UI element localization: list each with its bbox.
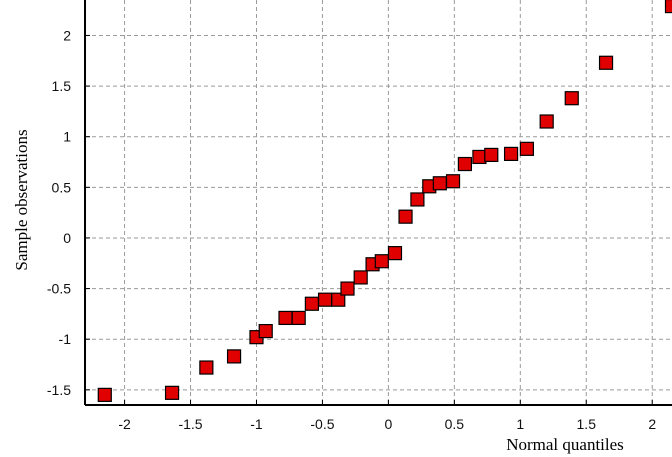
data-point xyxy=(503,146,519,161)
data-point xyxy=(598,55,614,70)
data-point xyxy=(410,192,425,207)
data-point xyxy=(226,349,242,364)
data-point xyxy=(519,141,534,156)
y-axis-title: Sample observations xyxy=(12,129,31,270)
data-point xyxy=(353,270,368,285)
data-point xyxy=(317,292,333,307)
x-tick-labels: -2 -1.5 -1 -0.5 0 0.5 1 1.5 2 xyxy=(118,416,656,432)
x-tick-label: 0 xyxy=(384,416,392,432)
data-point xyxy=(387,246,403,261)
data-point xyxy=(331,292,346,307)
data-point xyxy=(398,209,413,224)
y-tick-label: 0.5 xyxy=(52,179,72,195)
axes xyxy=(84,0,672,406)
data-point xyxy=(164,385,180,400)
x-tick-label: -0.5 xyxy=(310,416,334,432)
x-tick-label: 2 xyxy=(648,416,656,432)
x-tick-label: 0.5 xyxy=(445,416,465,432)
x-tick-label: 1.5 xyxy=(577,416,597,432)
data-points xyxy=(97,0,672,402)
data-point xyxy=(278,310,293,326)
data-point xyxy=(457,156,473,172)
data-point xyxy=(664,0,672,14)
y-tick-label: -1 xyxy=(59,331,72,347)
data-point xyxy=(564,91,579,106)
data-point xyxy=(304,296,319,311)
grid xyxy=(85,0,672,405)
data-point xyxy=(340,281,355,296)
data-point xyxy=(445,174,461,189)
data-point xyxy=(291,310,306,326)
data-point xyxy=(97,387,112,402)
y-tick-label: 1 xyxy=(63,129,71,145)
data-point xyxy=(432,176,447,191)
data-point xyxy=(374,254,389,269)
data-point xyxy=(472,149,487,165)
y-tick-label: -1.5 xyxy=(47,382,71,398)
x-tick-label: -1.5 xyxy=(178,416,202,432)
y-tick-labels: -1.5 -1 -0.5 0 0.5 1 1.5 2 xyxy=(47,27,71,397)
data-point xyxy=(258,323,273,339)
y-tick-label: 1.5 xyxy=(52,78,72,94)
data-point xyxy=(539,114,554,129)
x-tick-label: 1 xyxy=(516,416,524,432)
y-tick-label: -0.5 xyxy=(47,281,71,297)
x-axis-title: Normal quantiles xyxy=(506,435,624,454)
x-tick-label: -2 xyxy=(118,416,131,432)
y-tick-label: 2 xyxy=(63,27,71,43)
data-point xyxy=(484,147,499,163)
data-point xyxy=(199,360,214,375)
x-tick-label: -1 xyxy=(250,416,263,432)
y-tick-label: 0 xyxy=(63,230,71,246)
